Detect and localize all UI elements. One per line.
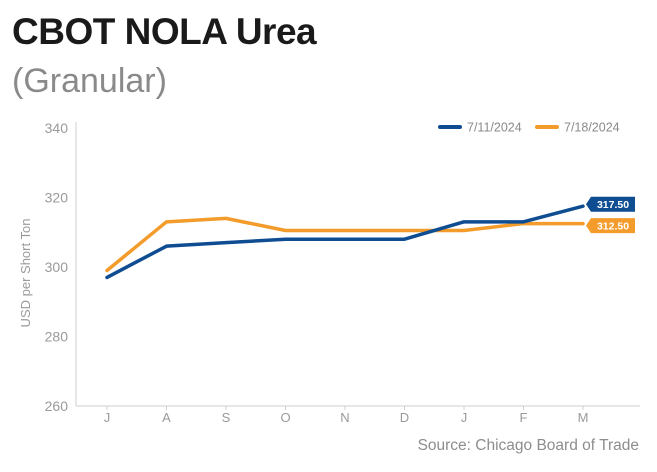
series-lines [105, 204, 585, 280]
end-value-labels: 317.50 312.50 [586, 196, 635, 234]
x-tick-label: S [222, 410, 231, 425]
series-line-2 [105, 216, 585, 273]
x-tick-label: D [400, 410, 409, 425]
legend-item-1: 7/11/2024 [438, 121, 522, 135]
x-tick-label: J [104, 410, 111, 425]
chart-subtitle: (Granular) [12, 62, 167, 100]
source-note: Source: Chicago Board of Trade [417, 437, 639, 454]
y-tick-labels: 260 280 300 320 340 [45, 120, 69, 414]
chart-axes [75, 122, 640, 407]
y-tick-label: 340 [45, 120, 69, 136]
legend-item-2: 7/18/2024 [535, 121, 620, 135]
x-tick-label: J [461, 410, 468, 425]
x-tick-label: A [162, 410, 171, 425]
end-label-text: 317.50 [597, 199, 629, 211]
y-tick-label: 260 [45, 398, 69, 414]
y-tick-label: 320 [45, 190, 69, 206]
end-label-2: 312.50 [586, 218, 635, 234]
series-line-1 [105, 204, 585, 280]
y-axis-label-group: USD per Short Ton [18, 219, 33, 328]
y-tick-label: 300 [45, 259, 69, 275]
x-tick-label: M [578, 410, 589, 425]
end-label-text: 312.50 [597, 221, 629, 233]
x-tick-label: N [340, 410, 349, 425]
legend-label: 7/11/2024 [467, 121, 522, 135]
x-tick-label: F [520, 410, 528, 425]
chart-legend: 7/11/2024 7/18/2024 [438, 121, 620, 135]
chart-title: CBOT NOLA Urea [12, 11, 317, 52]
y-axis-label: USD per Short Ton [18, 219, 33, 328]
legend-label: 7/18/2024 [564, 121, 620, 135]
end-label-badge [586, 218, 635, 234]
y-tick-label: 280 [45, 329, 69, 345]
end-label-badge [586, 196, 635, 212]
x-tick-label: O [280, 410, 290, 425]
end-label-1: 317.50 [586, 196, 635, 212]
